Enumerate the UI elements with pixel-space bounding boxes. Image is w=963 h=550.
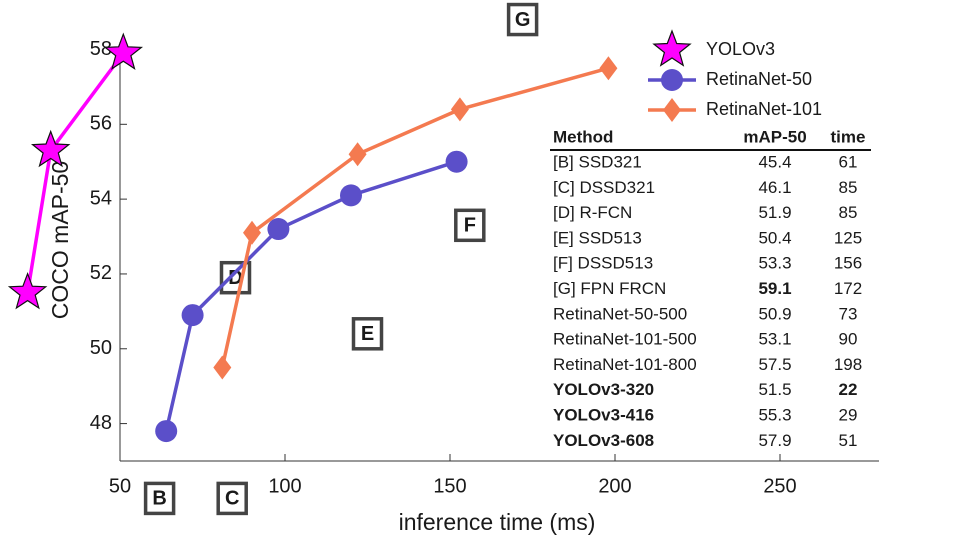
annotation-box — [506, 2, 539, 37]
star-marker — [103, 32, 144, 70]
table-header: mAP-50 — [743, 127, 806, 146]
circle-marker — [267, 218, 290, 241]
legend-marker — [652, 29, 692, 67]
legend-label: RetinaNet-101 — [706, 99, 822, 119]
circle-marker — [445, 150, 468, 173]
star-marker — [7, 271, 48, 310]
y-axis-label: COCO mAP-50 — [47, 161, 73, 319]
annotation-box — [454, 208, 486, 243]
series-line — [164, 160, 458, 432]
x-axis-label: inference time (ms) — [399, 509, 596, 535]
annotation-label: C — [225, 488, 239, 510]
table-cell: [D] R-FCN — [553, 203, 632, 222]
y-tick-label: 56 — [90, 113, 112, 135]
annotation-label: B — [152, 488, 166, 510]
star-marker — [30, 129, 71, 168]
circle-marker — [181, 304, 204, 327]
table-cell: 85 — [839, 203, 858, 222]
x-tick-label: 200 — [598, 475, 631, 497]
diamond-marker — [450, 97, 469, 122]
x-tick-label: 250 — [763, 475, 796, 497]
table-cell: [E] SSD513 — [553, 228, 642, 247]
y-tick-label: 54 — [90, 187, 112, 209]
table-cell: 73 — [839, 304, 858, 323]
legend-label: RetinaNet-50 — [706, 69, 812, 89]
table-cell: 90 — [839, 330, 858, 349]
annotation-box — [216, 481, 248, 516]
table-cell: 50.4 — [758, 228, 791, 247]
table-cell: [G] FPN FRCN — [553, 279, 666, 298]
table-cell: 29 — [839, 405, 858, 424]
table-cell: 57.5 — [758, 355, 791, 374]
x-tick-label: 100 — [268, 475, 301, 497]
table-cell: 53.1 — [758, 330, 791, 349]
diamond-marker — [599, 56, 618, 81]
diamond-marker — [348, 142, 367, 167]
legend-marker — [661, 69, 683, 91]
legend-marker — [663, 98, 681, 122]
annotation-box — [143, 481, 176, 516]
table-cell: [B] SSD321 — [553, 152, 642, 171]
table-cell: 172 — [834, 279, 862, 298]
table-cell: YOLOv3-608 — [553, 431, 654, 450]
table-header: Method — [553, 127, 613, 146]
table-cell: 46.1 — [758, 178, 791, 197]
table-cell: YOLOv3-416 — [553, 405, 654, 424]
table-cell: 53.3 — [758, 254, 791, 273]
annotation-box — [351, 317, 384, 351]
table-cell: 57.9 — [758, 431, 791, 450]
circle-marker — [155, 420, 178, 443]
x-tick-label: 50 — [109, 475, 131, 497]
table-cell: 22 — [839, 380, 858, 399]
table-cell: 85 — [839, 178, 858, 197]
table-cell: 50.9 — [758, 304, 791, 323]
table-header: time — [831, 127, 866, 146]
y-tick-label: 52 — [90, 262, 112, 284]
y-tick-label: 50 — [90, 337, 112, 359]
table-cell: [C] DSSD321 — [553, 178, 655, 197]
y-tick-label: 58 — [90, 38, 112, 60]
annotation-label: G — [515, 9, 531, 31]
table-cell: 45.4 — [758, 152, 791, 171]
circle-marker — [340, 184, 362, 207]
legend-label: YOLOv3 — [706, 39, 775, 59]
table-cell: RetinaNet-50-500 — [553, 304, 687, 323]
x-tick-label: 150 — [433, 475, 466, 497]
table-cell: 125 — [834, 228, 862, 247]
table-cell: 51 — [839, 431, 858, 450]
diamond-marker — [243, 220, 261, 245]
table-cell: [F] DSSD513 — [553, 254, 653, 273]
table-cell: YOLOv3-320 — [553, 380, 654, 399]
y-tick-label: 48 — [90, 412, 112, 434]
series-line — [25, 52, 125, 293]
table-cell: RetinaNet-101-500 — [553, 330, 697, 349]
table-cell: RetinaNet-101-800 — [553, 355, 697, 374]
table-cell: 156 — [834, 254, 862, 273]
series-line — [220, 66, 609, 368]
diamond-marker — [213, 355, 232, 380]
table-cell: 61 — [839, 152, 858, 171]
annotation-label: E — [361, 323, 374, 345]
table-cell: 59.1 — [758, 279, 791, 298]
table-cell: 51.9 — [758, 203, 791, 222]
annotation-label: F — [464, 215, 476, 237]
table-cell: 55.3 — [758, 405, 791, 424]
table-cell: 51.5 — [758, 380, 791, 399]
table-cell: 198 — [834, 355, 862, 374]
